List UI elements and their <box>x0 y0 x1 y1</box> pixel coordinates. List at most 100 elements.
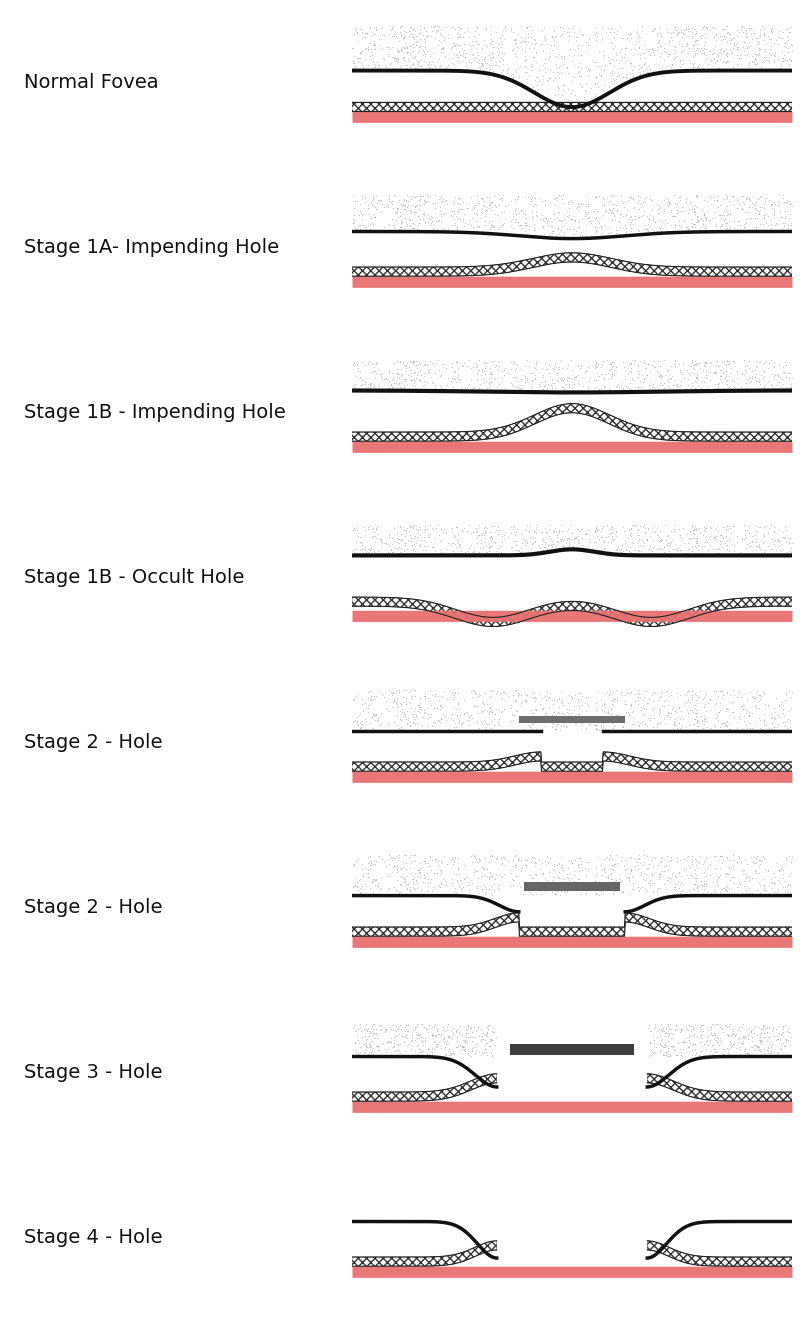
Point <box>480 882 493 903</box>
Point <box>518 213 531 234</box>
Point <box>621 540 634 561</box>
Point <box>380 690 393 711</box>
Point <box>672 713 685 734</box>
Point <box>538 874 550 895</box>
Point <box>481 694 494 715</box>
Point <box>364 515 377 536</box>
Point <box>392 198 405 219</box>
Point <box>387 366 400 387</box>
Point <box>634 876 646 898</box>
Point <box>646 537 659 558</box>
Point <box>692 851 705 873</box>
Point <box>716 214 729 235</box>
Point <box>619 66 632 87</box>
Point <box>734 1036 746 1057</box>
Point <box>397 871 410 892</box>
Point <box>560 213 573 234</box>
Point <box>596 28 609 49</box>
Point <box>765 45 778 66</box>
Point <box>470 527 483 548</box>
Point <box>347 853 360 874</box>
Point <box>669 193 682 214</box>
Point <box>602 223 614 244</box>
Point <box>484 1028 497 1049</box>
Point <box>634 381 647 403</box>
Point <box>702 540 714 561</box>
Point <box>778 876 791 898</box>
Point <box>665 54 678 75</box>
Point <box>408 203 421 224</box>
Point <box>434 861 447 882</box>
Point <box>463 709 476 730</box>
Point <box>382 713 395 734</box>
Point <box>726 702 739 723</box>
Point <box>537 69 550 90</box>
Point <box>399 21 412 42</box>
Point <box>567 206 580 227</box>
Point <box>450 45 462 66</box>
Point <box>563 533 576 554</box>
Point <box>509 360 522 381</box>
Text: Stage 2 - Hole: Stage 2 - Hole <box>24 733 162 752</box>
Point <box>675 40 688 61</box>
Point <box>654 1035 667 1056</box>
Point <box>720 213 733 234</box>
Point <box>710 681 722 702</box>
Point <box>495 368 508 389</box>
Point <box>646 863 658 884</box>
Point <box>543 862 556 883</box>
Point <box>658 57 671 78</box>
Point <box>687 884 700 906</box>
Point <box>470 861 482 882</box>
Point <box>348 719 361 741</box>
Point <box>572 696 585 717</box>
Point <box>706 1024 718 1045</box>
Point <box>556 378 569 399</box>
Point <box>688 708 701 729</box>
Point <box>714 359 727 380</box>
Point <box>414 693 426 714</box>
Point <box>760 1045 773 1067</box>
Point <box>607 21 620 42</box>
Point <box>423 59 436 81</box>
Point <box>583 713 596 734</box>
Point <box>494 202 507 223</box>
Point <box>544 350 557 371</box>
Point <box>366 1040 378 1061</box>
Point <box>492 194 505 215</box>
Point <box>726 1023 739 1044</box>
Point <box>493 355 506 376</box>
Point <box>750 54 762 75</box>
Point <box>621 376 634 397</box>
Point <box>394 531 407 552</box>
Point <box>446 1043 459 1064</box>
Point <box>654 698 666 719</box>
Point <box>688 24 701 45</box>
Point <box>355 533 368 554</box>
Point <box>561 863 574 884</box>
Point <box>434 698 446 719</box>
Point <box>507 855 520 876</box>
Point <box>518 368 531 389</box>
Point <box>707 190 720 211</box>
Point <box>366 517 379 539</box>
Point <box>350 366 362 387</box>
Point <box>372 543 385 564</box>
Point <box>387 857 400 878</box>
Point <box>387 48 400 69</box>
Point <box>785 213 798 234</box>
Point <box>688 884 701 906</box>
Point <box>716 44 729 65</box>
Point <box>706 207 718 228</box>
Point <box>547 20 560 41</box>
Point <box>740 362 753 383</box>
Point <box>561 358 574 379</box>
Point <box>369 875 382 896</box>
Point <box>473 684 486 705</box>
Point <box>602 700 614 721</box>
Point <box>774 1038 786 1059</box>
Point <box>627 197 640 218</box>
Point <box>449 213 462 234</box>
Point <box>589 521 602 543</box>
Point <box>367 869 380 890</box>
